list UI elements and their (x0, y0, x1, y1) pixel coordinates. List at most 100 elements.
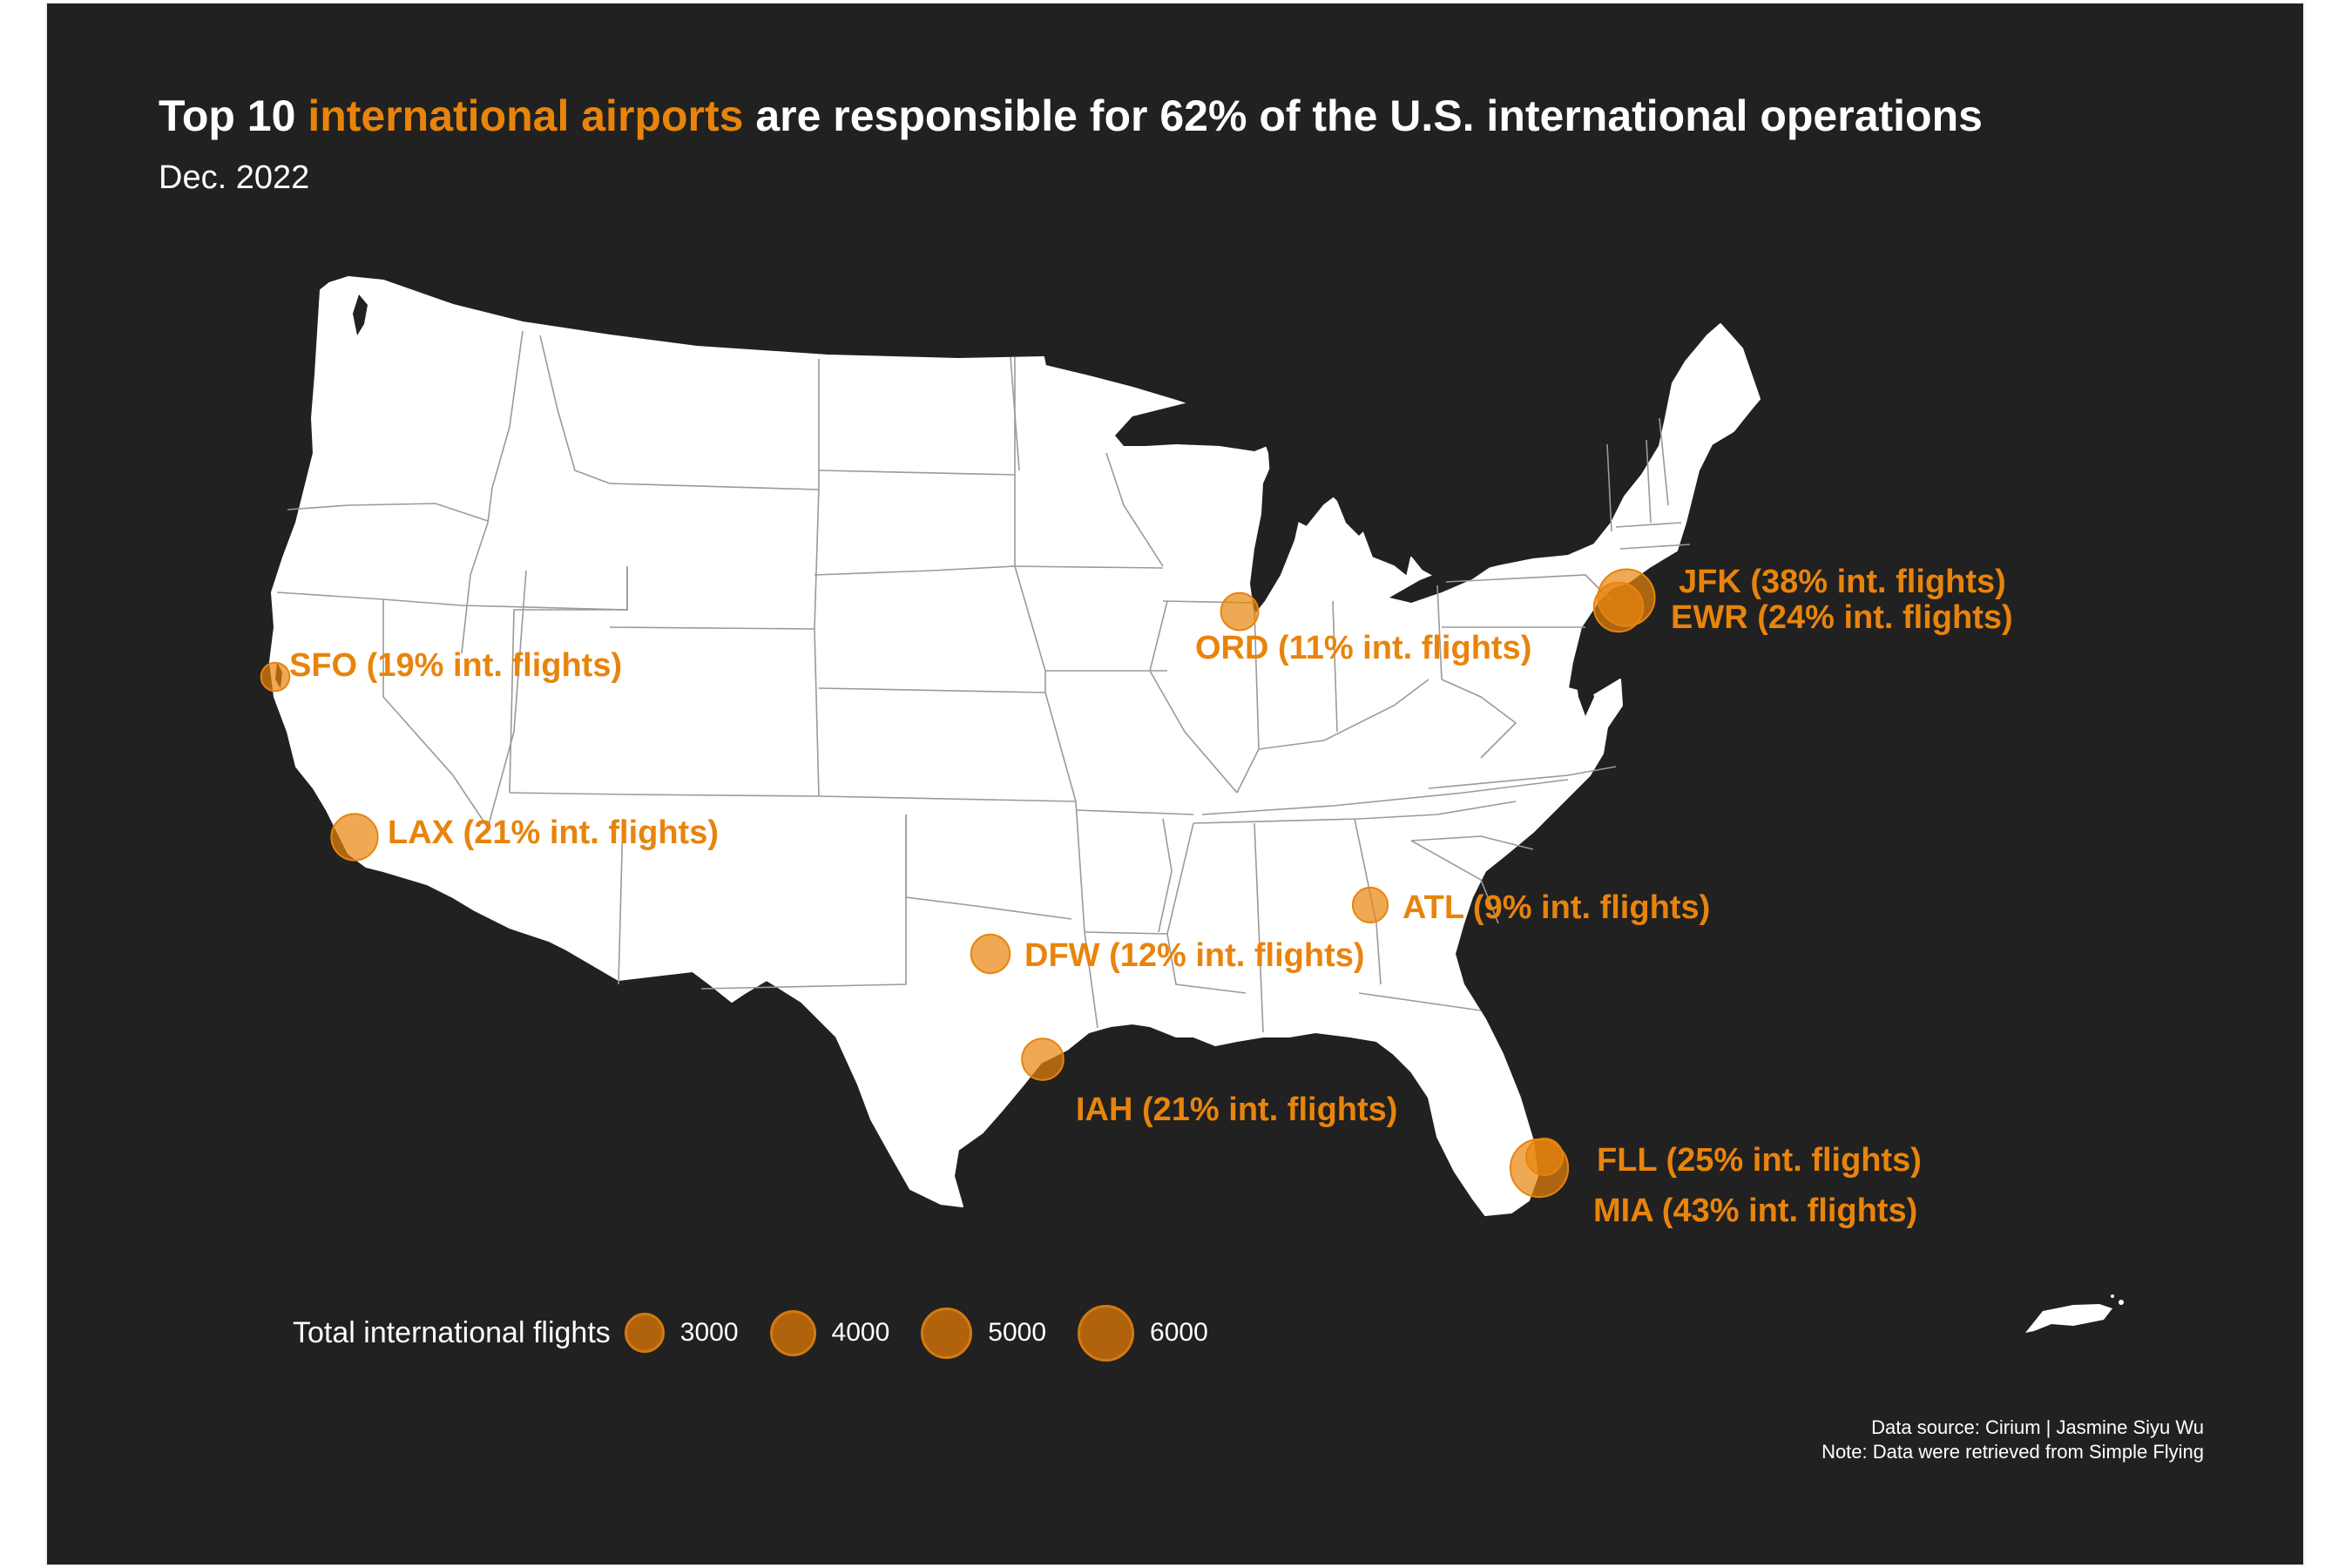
border-co-east (814, 628, 820, 797)
border-ca-nv (382, 599, 489, 828)
border-ms-la (1166, 822, 1247, 994)
chart-title: Top 10 international airports are respon… (159, 91, 1983, 141)
border-ok-ar (1075, 801, 1085, 933)
border-ms-al (1254, 822, 1264, 1033)
legend-swatch-4000 (769, 1309, 816, 1356)
caption-source: Data source: Cirium | Jasmine Siyu Wu (1871, 1416, 2204, 1438)
airport-markers (260, 568, 1656, 1199)
title-part-1: Top 10 (159, 91, 296, 140)
legend-item-4000: 4000 (769, 1309, 890, 1356)
border-ut-co (509, 566, 628, 794)
border-il-west (1149, 600, 1238, 794)
border-wv-va (1441, 679, 1517, 759)
border-nh-me (1659, 417, 1669, 506)
marker-dfw[interactable] (970, 933, 1011, 975)
legend-label-3000: 3000 (679, 1318, 739, 1347)
border-ky-tn (1201, 779, 1569, 815)
border-ne-ks (818, 687, 1046, 693)
marker-ewr[interactable] (1592, 581, 1645, 633)
border-sd-ne (814, 565, 1016, 576)
border-ga-fl (1358, 992, 1482, 1011)
border-tx-la (1084, 931, 1098, 1029)
label-mia: MIA (43% int. flights) (1593, 1193, 1917, 1229)
marker-mia[interactable] (1509, 1138, 1570, 1199)
label-ord: ORD (11% int. flights) (1195, 630, 1531, 666)
border-va-nc (1428, 766, 1617, 789)
legend-title: Total international flights (293, 1315, 611, 1349)
label-iah: IAH (21% int. flights) (1076, 1092, 1397, 1128)
marker-atl[interactable] (1351, 886, 1389, 924)
border-ma-north (1615, 522, 1682, 528)
legend-item-3000: 3000 (624, 1313, 739, 1353)
title-highlight: international airports (308, 91, 744, 140)
legend-item-5000: 5000 (921, 1307, 1047, 1359)
border-ny-vt (1606, 443, 1612, 532)
caption: Data source: Cirium | Jasmine Siyu Wu No… (1821, 1416, 2204, 1464)
border-nv-ut (487, 570, 527, 828)
legend: Total international flights 3000 4000 50… (293, 1298, 1240, 1368)
border-oh-pa (1436, 585, 1443, 680)
legend-item-6000: 6000 (1078, 1304, 1208, 1362)
border-wi-mn (1105, 452, 1164, 567)
legend-swatch-3000 (624, 1313, 665, 1353)
border-in-oh (1332, 600, 1338, 733)
legend-swatch-5000 (921, 1307, 973, 1359)
label-sfo: SFO (19% int. flights) (289, 647, 622, 684)
puget-sound (353, 294, 368, 335)
border-nd-sd (818, 470, 1016, 476)
marker-sfo[interactable] (260, 661, 291, 693)
legend-label-4000: 4000 (831, 1318, 890, 1347)
border-ga-sc (1410, 840, 1499, 924)
label-ewr: EWR (24% int. flights) (1671, 599, 2013, 636)
chart-subtitle: Dec. 2022 (159, 159, 310, 196)
us-virgin-islands (2119, 1300, 2124, 1305)
lake-michigan (1250, 460, 1302, 614)
lakes-and-bays (275, 294, 1598, 716)
label-jfk: JFK (38% int. flights) (1679, 564, 2006, 600)
legend-label-5000: 5000 (988, 1318, 1047, 1347)
border-nd-mn-top (1010, 356, 1020, 471)
border-wy-east (814, 487, 820, 630)
border-ar-ms (1158, 818, 1173, 933)
border-mn-ia (1010, 565, 1164, 569)
border-ar-la (1084, 931, 1168, 935)
border-vt-nh (1646, 439, 1652, 524)
border-id-west (461, 330, 524, 654)
border-wy-co (609, 626, 815, 630)
legend-label-6000: 6000 (1150, 1318, 1208, 1347)
title-part-2: are responsible for 62% of the U.S. inte… (755, 91, 1983, 140)
border-al-ga (1354, 818, 1382, 985)
border-ks-ok (818, 795, 1077, 802)
border-co-nm (626, 794, 820, 797)
caption-note: Note: Data were retrieved from Simple Fl… (1821, 1441, 2204, 1463)
lake-superior (1115, 399, 1281, 451)
border-az-nm (618, 818, 624, 985)
lake-huron (1311, 453, 1378, 536)
border-ne-ia (1014, 565, 1046, 693)
us-virgin-islands-2 (2111, 1294, 2114, 1298)
airport-labels: JFK (38% int. flights)EWR (24% int. flig… (289, 564, 2013, 1229)
chesapeake-bay (1575, 646, 1594, 716)
label-fll: FLL (25% int. flights) (1597, 1142, 1922, 1179)
border-mo-west (1044, 692, 1077, 802)
border-id-mt (539, 335, 611, 484)
border-oh-ky (1258, 679, 1429, 750)
border-tx-nm (700, 814, 907, 990)
border-nc-sc (1410, 835, 1534, 850)
puerto-rico (2025, 1304, 2112, 1333)
border-ut-az (509, 792, 628, 795)
marker-iah[interactable] (1021, 1037, 1064, 1081)
lake-erie (1389, 558, 1491, 603)
border-mt-wy (609, 483, 820, 490)
lake-ontario (1516, 523, 1598, 542)
border-wa-or (287, 503, 489, 522)
marker-lax[interactable] (330, 813, 379, 862)
label-lax: LAX (21% int. flights) (388, 814, 719, 851)
label-atl: ATL (9% int. flights) (1402, 889, 1710, 926)
border-ma-south (1619, 544, 1691, 550)
state-borders (276, 330, 1691, 1033)
marker-ord[interactable] (1220, 591, 1260, 632)
label-dfw: DFW (12% int. flights) (1024, 937, 1365, 974)
border-tn-south (1193, 801, 1517, 824)
